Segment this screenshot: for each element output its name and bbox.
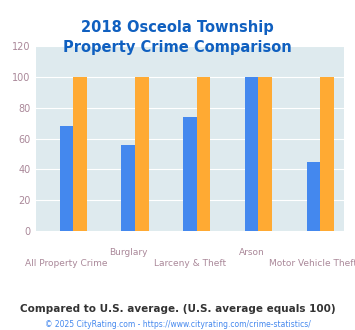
Bar bbox=[183, 117, 197, 231]
Bar bbox=[121, 145, 135, 231]
Text: Arson: Arson bbox=[239, 248, 264, 257]
Bar bbox=[320, 77, 334, 231]
Text: Compared to U.S. average. (U.S. average equals 100): Compared to U.S. average. (U.S. average … bbox=[20, 304, 335, 314]
Bar bbox=[307, 162, 320, 231]
Bar bbox=[258, 77, 272, 231]
Text: 2018 Osceola Township
Property Crime Comparison: 2018 Osceola Township Property Crime Com… bbox=[63, 20, 292, 54]
Bar bbox=[60, 126, 73, 231]
Text: Burglary: Burglary bbox=[109, 248, 147, 257]
Text: © 2025 CityRating.com - https://www.cityrating.com/crime-statistics/: © 2025 CityRating.com - https://www.city… bbox=[45, 319, 310, 329]
Text: Larceny & Theft: Larceny & Theft bbox=[154, 259, 226, 268]
Bar bbox=[135, 77, 148, 231]
Text: All Property Crime: All Property Crime bbox=[25, 259, 108, 268]
Bar bbox=[197, 77, 210, 231]
Text: Motor Vehicle Theft: Motor Vehicle Theft bbox=[269, 259, 355, 268]
Bar bbox=[73, 77, 87, 231]
Bar bbox=[245, 77, 258, 231]
